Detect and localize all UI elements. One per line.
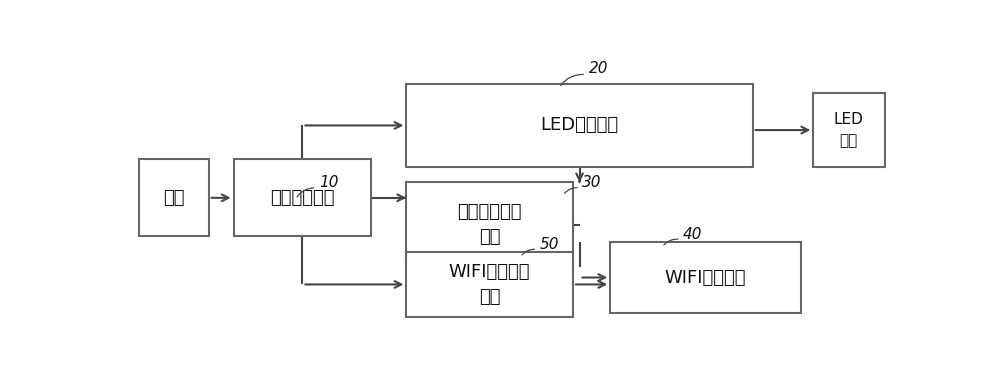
Text: 40: 40 [683, 226, 702, 242]
Bar [139, 159, 209, 236]
Bar [813, 93, 885, 167]
Text: 整流滤波模块: 整流滤波模块 [270, 189, 335, 207]
Text: 20: 20 [588, 61, 608, 76]
Text: WIFI中继供电
模块: WIFI中继供电 模块 [449, 263, 530, 306]
Bar [610, 242, 801, 313]
Bar [406, 84, 753, 167]
Text: WIFI中继模块: WIFI中继模块 [665, 268, 746, 287]
Text: 10: 10 [319, 175, 338, 190]
Text: LED驱动模块: LED驱动模块 [540, 116, 619, 135]
Bar [406, 183, 573, 267]
Text: 市电状态监测
模块: 市电状态监测 模块 [457, 203, 522, 246]
Text: 50: 50 [540, 237, 559, 251]
Text: LED
灯珠: LED 灯珠 [834, 112, 864, 148]
Text: 30: 30 [582, 175, 602, 190]
Bar [234, 159, 371, 236]
Bar [406, 252, 573, 317]
Text: 市电: 市电 [163, 189, 185, 207]
